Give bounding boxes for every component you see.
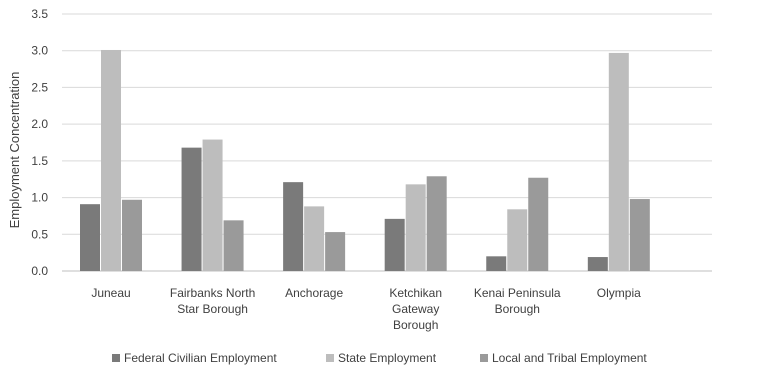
bar-local-and-tribal-employment [629,199,650,271]
y-axis-label: Employment Concentration [7,72,22,229]
bar-federal-civilian-employment [80,204,100,271]
bar-local-and-tribal-employment [325,232,346,271]
bar-local-and-tribal-employment [528,177,549,271]
legend-label: Federal Civilian Employment [124,351,277,365]
legend-swatch [326,354,334,362]
x-category-label: Fairbanks North Star Borough [170,286,255,316]
y-tick-label: 1.5 [31,154,48,168]
y-tick-label: 0.5 [31,227,48,241]
bar-federal-civilian-employment [384,218,405,271]
y-tick-label: 2.5 [31,80,48,94]
bar-federal-civilian-employment [181,147,202,271]
bar-state-employment [608,52,629,271]
y-tick-label: 2.0 [31,117,48,131]
y-tick-label: 0.0 [31,264,48,278]
bar-state-employment [507,209,528,271]
y-tick-label: 1.0 [31,191,48,205]
legend-label: State Employment [338,351,437,365]
bar-state-employment [304,206,325,271]
x-category-label: Olympia [597,286,641,300]
x-category-label: Juneau [91,286,130,300]
bar-state-employment [202,139,223,271]
bar-state-employment [101,49,121,272]
legend: Federal Civilian Employment State Employm… [112,351,647,365]
bar-local-and-tribal-employment [223,220,244,271]
legend-swatch [480,354,488,362]
x-axis-categories: Juneau Fairbanks North Star Borough Anchora… [91,286,641,332]
bar-federal-civilian-employment [283,182,304,271]
x-category-label: Ketchikan Gateway Borough [389,286,442,332]
y-tick-label: 3.5 [31,7,48,21]
legend-label: Local and Tribal Employment [492,351,647,365]
legend-swatch [112,354,120,362]
y-tick-label: 3.0 [31,44,48,58]
bar-federal-civilian-employment [486,256,507,271]
bars [80,49,650,272]
bar-local-and-tribal-employment [426,176,447,271]
x-category-label: Kenai Peninsula Borough [474,286,561,316]
bar-federal-civilian-employment [587,257,608,271]
y-axis-ticks: 0.0 0.5 1.0 1.5 2.0 2.5 3.0 3.5 [31,7,48,278]
gridlines [62,13,712,272]
bar-state-employment [405,184,426,271]
x-category-label: Anchorage [285,286,343,300]
bar-local-and-tribal-employment [122,199,142,271]
